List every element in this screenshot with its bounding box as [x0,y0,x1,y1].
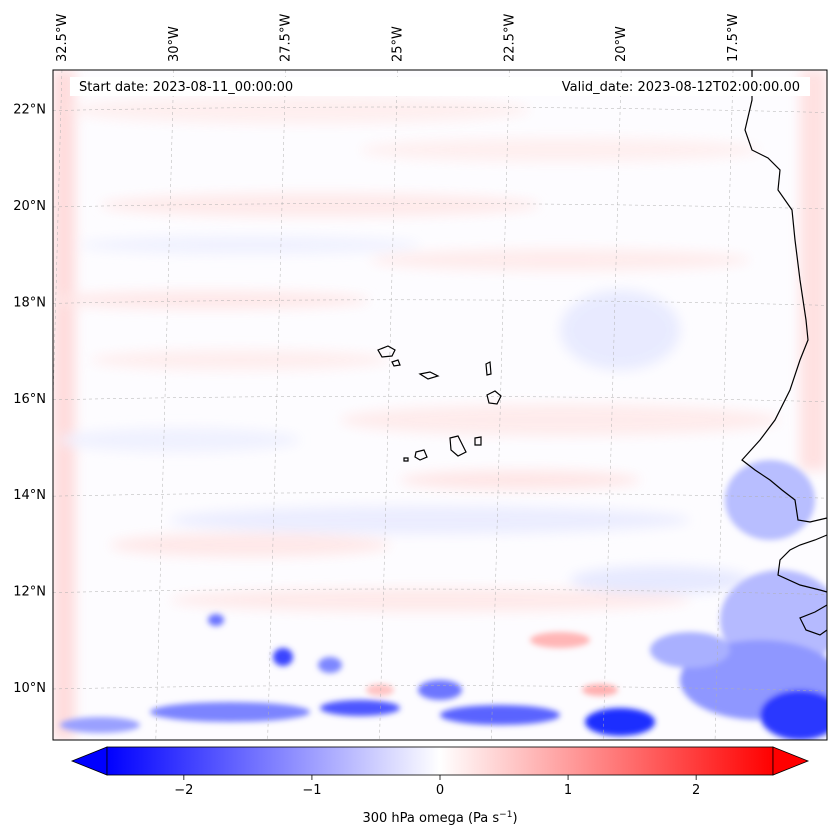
parallel-line [53,106,827,113]
africa-coastline [741,70,828,523]
latitude-tick-label: 22°N [13,103,46,118]
colorbar: −2 −1 0 1 2 300 hPa omega (Pa s−1) [70,746,810,826]
colorbar-min-extend-arrow [70,746,108,776]
map-frame [52,69,828,741]
coastlines [377,70,828,636]
colorbar-tick-label: 2 [692,783,700,798]
africa-coastline-guinea [799,604,828,636]
meridian-line [602,70,622,740]
cape-verde-santo-antao [377,345,396,358]
cape-verde-sao-nicolau [418,371,440,380]
colorbar-tick-label: 0 [436,783,444,798]
meridian-line [155,70,175,740]
latitude-tick-label: 12°N [13,585,46,600]
colorbar-title: 300 hPa omega (Pa s−1) [362,810,517,826]
longitude-tick-labels: 32.5°W 30°W 27.5°W 25°W 22.5°W 20°W 17.5°W [55,14,741,62]
parallel-line [53,685,827,692]
latitude-tick-label: 18°N [13,295,46,310]
header-labels: Start date: 2023-08-11_00:00:00 Valid_da… [70,77,810,96]
meridian-line [491,70,510,740]
map-panel [52,69,828,741]
longitude-tick-label: 20°W [614,26,629,62]
meridian-line [267,70,286,740]
colorbar-body [106,746,774,776]
colorbar-ticks: −2 −1 0 1 2 [174,775,700,798]
omega-field [53,70,827,740]
longitude-tick-label: 32.5°W [55,14,70,62]
longitude-tick-label: 30°W [167,26,182,62]
cape-verde-boa-vista [486,390,502,405]
map-background [53,70,827,740]
parallel-line [53,299,827,306]
latitude-tick-label: 16°N [13,392,46,407]
colorbar-tick-label: 1 [564,783,572,798]
latitude-tick-label: 14°N [13,488,46,503]
africa-coastline-south [777,534,828,593]
longitude-tick-label: 25°W [390,26,405,62]
parallel-line [53,588,827,595]
longitude-tick-label: 22.5°W [502,14,517,62]
cape-verde-sao-vicente [391,359,401,367]
header-backdrop [70,77,810,96]
parallel-line [53,395,827,403]
latitude-tick-label: 20°N [13,199,46,214]
meridian-line [714,70,734,740]
parallel-line [53,492,827,499]
cape-verde-fogo [414,449,428,461]
cape-verde-sal [485,361,492,376]
latitude-tick-label: 10°N [13,681,46,696]
valid-date-label: Valid_date: 2023-08-12T02:00:00.00 [562,80,800,95]
latitude-tick-labels: 22°N 20°N 18°N 16°N 14°N 12°N 10°N [13,103,46,696]
parallel-line [53,203,827,210]
colorbar-max-extend-arrow [772,746,810,776]
start-date-label: Start date: 2023-08-11_00:00:00 [79,80,293,95]
cape-verde-santiago [449,435,467,457]
longitude-tick-label: 17.5°W [726,14,741,62]
colorbar-tick-label: −1 [302,783,321,798]
cape-verde-brava [403,457,409,462]
graticule [53,70,827,740]
meridian-line [379,70,398,740]
longitude-tick-label: 27.5°W [279,14,294,62]
colorbar-tick-label: −2 [174,783,193,798]
cape-verde-maio [474,436,482,446]
